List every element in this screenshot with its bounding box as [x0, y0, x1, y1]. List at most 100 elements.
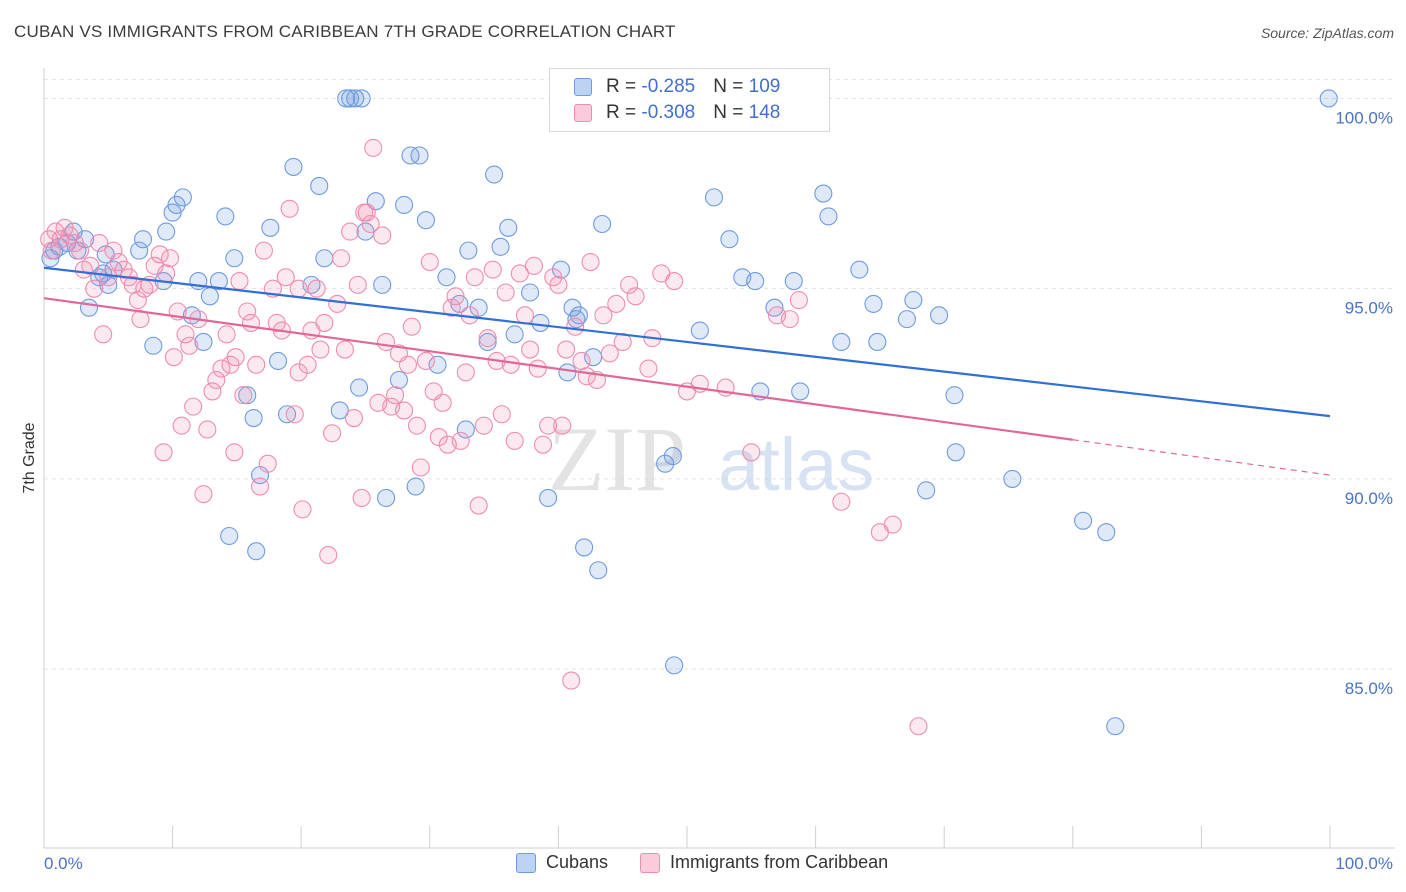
legend-n-label: N =: [713, 102, 749, 123]
point-caribbean: [180, 336, 199, 355]
point-caribbean: [226, 348, 245, 367]
point-cubans: [656, 454, 675, 473]
point-cubans: [428, 355, 447, 374]
point-caribbean: [104, 241, 123, 260]
point-caribbean: [212, 359, 231, 378]
point-caribbean: [364, 138, 383, 157]
point-caribbean: [402, 317, 421, 336]
point-cubans: [244, 408, 263, 428]
point-caribbean: [478, 329, 497, 348]
point-cubans: [720, 230, 739, 249]
point-cubans: [79, 298, 99, 317]
point-caribbean: [501, 355, 520, 374]
watermark-atlas: atlas: [718, 423, 874, 506]
point-caribbean: [572, 351, 591, 371]
point-cubans: [216, 207, 235, 226]
y-tick-label: 95.0%: [1345, 299, 1393, 318]
point-caribbean: [521, 340, 540, 359]
point-caribbean: [81, 256, 100, 275]
point-caribbean: [184, 397, 203, 416]
point-caribbean: [433, 393, 452, 412]
point-caribbean: [456, 363, 475, 382]
point-caribbean: [217, 325, 236, 344]
point-cubans: [491, 237, 510, 256]
point-cubans: [505, 325, 524, 344]
point-cubans: [167, 195, 186, 215]
point-caribbean: [600, 344, 619, 363]
point-cubans: [346, 89, 365, 108]
point-caribbean: [515, 306, 535, 325]
point-caribbean: [298, 355, 317, 374]
series-legend: Cubans Immigrants from Caribbean: [516, 852, 920, 873]
point-caribbean: [94, 325, 113, 344]
point-caribbean: [341, 222, 360, 241]
point-cubans: [130, 241, 149, 260]
point-caribbean: [238, 302, 257, 321]
point-caribbean: [483, 260, 502, 279]
point-caribbean: [348, 275, 367, 294]
point-caribbean: [225, 443, 244, 462]
point-cubans: [593, 214, 612, 234]
point-caribbean: [293, 500, 312, 519]
point-cubans: [485, 165, 504, 184]
point-caribbean: [742, 443, 761, 462]
point-caribbean: [909, 717, 928, 736]
point-cubans: [225, 249, 244, 268]
point-cubans: [194, 332, 213, 352]
point-caribbean: [99, 268, 118, 287]
legend-r-value: -0.285: [641, 76, 696, 97]
point-cubans: [416, 211, 435, 230]
point-cubans: [569, 306, 589, 325]
point-cubans: [917, 481, 936, 500]
point-cubans: [904, 291, 923, 310]
y-tick-label: 100.0%: [1335, 108, 1393, 127]
point-caribbean: [234, 386, 253, 405]
point-cubans: [459, 241, 478, 260]
point-caribbean: [285, 405, 304, 424]
trend-line-caribbean: [43, 297, 1073, 441]
point-caribbean: [70, 241, 90, 260]
point-caribbean: [553, 416, 572, 435]
point-cubans: [173, 188, 192, 207]
series-legend-caribbean[interactable]: Immigrants from Caribbean: [640, 852, 888, 873]
point-cubans: [284, 157, 303, 176]
point-caribbean: [90, 233, 109, 253]
point-cubans: [521, 283, 540, 302]
point-caribbean: [157, 264, 176, 283]
point-cubans: [1074, 511, 1093, 530]
point-cubans: [278, 405, 297, 424]
point-cubans: [850, 260, 869, 279]
point-cubans: [389, 370, 408, 390]
point-caribbean: [344, 408, 363, 428]
point-cubans: [819, 207, 838, 226]
point-caribbean: [496, 283, 515, 302]
point-caribbean: [150, 245, 169, 264]
point-cubans: [575, 538, 594, 557]
point-caribbean: [469, 496, 488, 515]
point-cubans: [584, 348, 603, 367]
point-caribbean: [241, 313, 261, 332]
point-cubans: [1097, 523, 1116, 542]
legend-n-value: 109: [748, 76, 781, 97]
point-caribbean: [373, 226, 392, 245]
point-caribbean: [395, 401, 414, 420]
point-caribbean: [639, 359, 658, 378]
y-tick-label: 85.0%: [1345, 679, 1393, 698]
point-caribbean: [198, 420, 217, 439]
point-cubans: [663, 447, 682, 466]
series-legend-cubans[interactable]: Cubans: [516, 852, 608, 873]
grid-lines: [44, 78, 1395, 670]
point-cubans: [437, 268, 456, 287]
point-cubans: [377, 488, 396, 508]
point-caribbean: [594, 306, 613, 325]
point-cubans: [531, 313, 550, 332]
legend-swatch-caribbean: [574, 104, 592, 122]
point-cubans: [1106, 717, 1125, 736]
point-cubans: [946, 443, 965, 462]
point-cubans: [373, 275, 392, 294]
legend-row-caribbean: R = -0.308 N = 148: [574, 101, 780, 125]
point-cubans: [310, 176, 329, 196]
point-caribbean: [355, 203, 374, 222]
trend-line-caribbean-extrapolated: [1072, 439, 1331, 476]
point-caribbean: [315, 313, 334, 332]
